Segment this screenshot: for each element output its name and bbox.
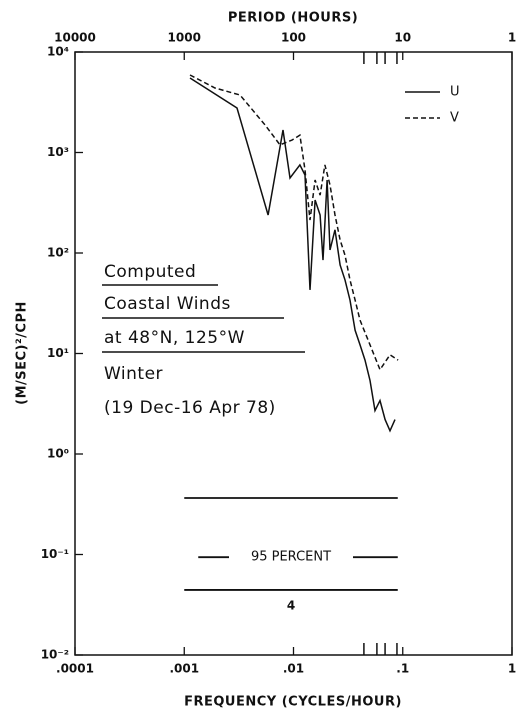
y-axis-label: (M/SEC)²/CPH	[15, 301, 30, 405]
y-tick-label: 10⁰	[47, 447, 69, 461]
y-tick-label: 10³	[47, 145, 69, 159]
x-tick-label: .001	[169, 662, 199, 676]
top-tick-label: 1	[508, 31, 516, 45]
annotation: at 48°N, 125°W	[104, 328, 245, 348]
dof-label: 4	[287, 598, 295, 612]
series-line	[189, 77, 396, 433]
annotation: (19 Dec-16 Apr 78)	[104, 398, 276, 418]
x-tick-label: 1	[508, 662, 516, 676]
top-axis-label: PERIOD (HOURS)	[228, 11, 358, 26]
legend-label: U	[450, 85, 460, 100]
top-tick-label: 10	[394, 31, 411, 45]
annotation: Computed	[104, 262, 196, 282]
top-tick-label: 1000	[168, 31, 201, 45]
x-tick-label: .0001	[56, 662, 94, 676]
x-tick-label: .01	[283, 662, 304, 676]
legend-label: V	[450, 111, 459, 126]
top-tick-label: 100	[281, 31, 306, 45]
y-tick-label: 10⁻²	[41, 648, 69, 662]
series-line	[189, 74, 399, 372]
annotation: Winter	[104, 364, 163, 384]
y-tick-label: 10²	[47, 246, 69, 260]
x-axis-label: FREQUENCY (CYCLES/HOUR)	[184, 695, 402, 710]
y-tick-label: 10⁻¹	[41, 547, 69, 561]
top-tick-label: 10000	[54, 31, 96, 45]
annotation: Coastal Winds	[104, 294, 231, 314]
confidence-label: 95 PERCENT	[251, 550, 331, 565]
y-tick-label: 10⁴	[47, 45, 69, 59]
x-tick-label: .1	[396, 662, 409, 676]
y-tick-label: 10¹	[47, 346, 69, 360]
